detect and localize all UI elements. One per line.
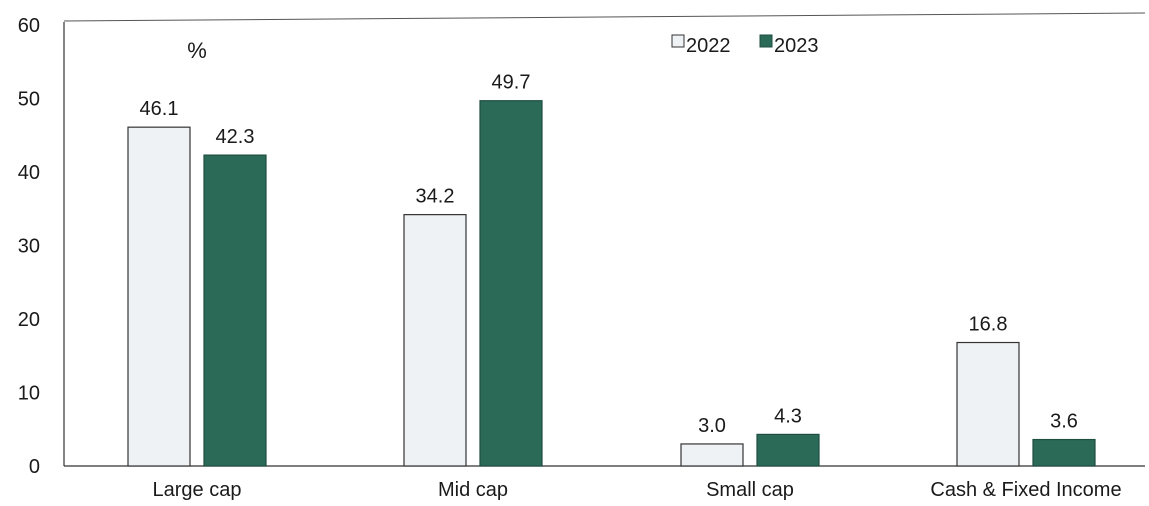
legend-swatch-2023 <box>759 34 773 48</box>
bar-2023-large-cap <box>203 154 267 467</box>
bar-2022-cash-fixed-income <box>956 341 1020 467</box>
y-tick-label: 0 <box>29 456 40 478</box>
x-category-label: Large cap <box>153 479 242 501</box>
data-label: 34.2 <box>416 186 455 208</box>
bars <box>127 100 1096 467</box>
data-label: 46.1 <box>140 98 179 120</box>
legend-swatch-2022 <box>671 34 685 48</box>
x-category-label: Mid cap <box>438 479 508 501</box>
bar-2023-mid-cap <box>479 100 543 467</box>
x-category-label: Small cap <box>706 479 794 501</box>
x-category-label: Cash & Fixed Income <box>930 479 1121 501</box>
y-tick-label: 30 <box>18 236 40 258</box>
legend-label-2023: 2023 <box>774 35 819 57</box>
bar-2022-mid-cap <box>403 214 467 467</box>
unit-label: % <box>187 38 207 63</box>
legend-label-2022: 2022 <box>686 35 731 57</box>
y-tick-label: 20 <box>18 309 40 331</box>
data-label: 16.8 <box>969 314 1008 336</box>
data-labels: 46.1 42.3 34.2 49.7 3.0 4.3 16.8 3.6 <box>140 72 1078 437</box>
data-label: 4.3 <box>774 405 802 427</box>
plot-top-border <box>63 12 1146 22</box>
data-label: 49.7 <box>492 72 531 94</box>
legend: 2022 2023 <box>671 34 819 57</box>
y-tick-label: 50 <box>18 89 40 111</box>
y-tick-label: 10 <box>18 383 40 405</box>
bar-2023-small-cap <box>756 433 820 467</box>
data-label: 3.0 <box>698 415 726 437</box>
data-label: 42.3 <box>216 126 255 148</box>
bar-2022-small-cap <box>680 443 744 467</box>
data-label: 3.6 <box>1050 411 1078 433</box>
bar-2023-cash-fixed-income <box>1032 438 1096 467</box>
bar-2022-large-cap <box>127 126 191 467</box>
y-tick-label: 60 <box>18 15 40 37</box>
y-axis: 0 10 20 30 40 50 60 <box>18 15 65 478</box>
y-tick-label: 40 <box>18 162 40 184</box>
